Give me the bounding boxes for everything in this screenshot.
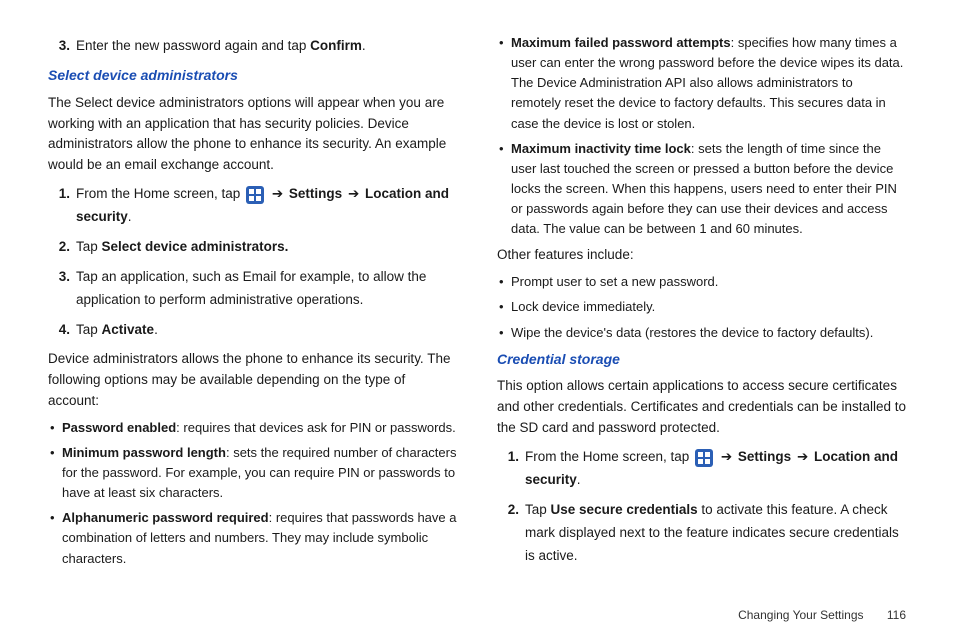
bullet-lock-immediately: Lock device immediately. [511, 297, 906, 317]
step-text: Tap [525, 502, 551, 517]
step-number: 2. [48, 236, 70, 259]
step-list-continued: 3. Enter the new password again and tap … [48, 35, 457, 58]
bullet-max-failed-attempts: Maximum failed password attempts: specif… [511, 33, 906, 134]
step-number: 3. [48, 266, 70, 289]
step-number: 4. [48, 319, 70, 342]
page-number: 116 [887, 608, 906, 622]
section-title: Changing Your Settings [738, 608, 863, 622]
step-number: 2. [497, 499, 519, 522]
heading-credential-storage: Credential storage [497, 349, 906, 371]
bullet-label: Maximum inactivity time lock [511, 141, 691, 156]
step-text-post: . [362, 38, 366, 53]
bold-confirm: Confirm [310, 38, 362, 53]
other-features-label: Other features include: [497, 245, 906, 266]
cred-step-1: 1. From the Home screen, tap ➔ Settings … [525, 446, 906, 492]
bold-activate: Activate [102, 322, 155, 337]
period: . [577, 472, 581, 487]
procedure-steps: 1. From the Home screen, tap ➔ Settings … [48, 183, 457, 342]
bullet-label: Maximum failed password attempts [511, 35, 731, 50]
bold-settings: Settings [289, 186, 342, 201]
step-text: From the Home screen, tap [525, 449, 693, 464]
intro-paragraph: The Select device administrators options… [48, 93, 457, 177]
page-footer: Changing Your Settings 116 [738, 608, 906, 622]
apps-grid-icon [695, 449, 713, 467]
bullet-label: Alphanumeric password required [62, 510, 269, 525]
document-page: 3. Enter the new password again and tap … [0, 0, 954, 585]
credential-paragraph: This option allows certain applications … [497, 376, 906, 439]
heading-select-device-admins: Select device administrators [48, 65, 457, 87]
credential-steps: 1. From the Home screen, tap ➔ Settings … [497, 446, 906, 568]
bullet-label: Password enabled [62, 420, 176, 435]
step-number: 1. [497, 446, 519, 469]
step-text: From the Home screen, tap [76, 186, 244, 201]
cred-step-2: 2. Tap Use secure credentials to activat… [525, 499, 906, 568]
bullet-label: Minimum password length [62, 445, 226, 460]
bold-settings: Settings [738, 449, 791, 464]
step-text: Enter the new password again and tap [76, 38, 310, 53]
step-text: Tap [76, 239, 102, 254]
left-column: 3. Enter the new password again and tap … [48, 28, 457, 575]
bullet-text: : requires that devices ask for PIN or p… [176, 420, 456, 435]
bullet-wipe-data: Wipe the device's data (restores the dev… [511, 323, 906, 343]
step-3: 3. Tap an application, such as Email for… [76, 266, 457, 312]
arrow-icon: ➔ [270, 186, 285, 201]
apps-grid-icon [246, 186, 264, 204]
step-text: Tap an application, such as Email for ex… [76, 269, 426, 307]
step-4: 4. Tap Activate. [76, 319, 457, 342]
bold-select-device-admins: Select device administrators. [102, 239, 289, 254]
options-bullets-continued: Maximum failed password attempts: specif… [497, 33, 906, 239]
arrow-icon: ➔ [719, 449, 734, 464]
bullet-alphanumeric: Alphanumeric password required: requires… [62, 508, 457, 568]
step-3-confirm: 3. Enter the new password again and tap … [76, 35, 457, 58]
bullet-max-inactivity: Maximum inactivity time lock: sets the l… [511, 139, 906, 240]
step-text: Tap [76, 322, 102, 337]
options-bullets: Password enabled: requires that devices … [48, 418, 457, 569]
step-1: 1. From the Home screen, tap ➔ Settings … [76, 183, 457, 229]
period: . [128, 209, 132, 224]
arrow-icon: ➔ [795, 449, 810, 464]
bold-use-secure-credentials: Use secure credentials [551, 502, 698, 517]
step-number: 3. [48, 35, 70, 58]
arrow-icon: ➔ [346, 186, 361, 201]
bullet-min-password-length: Minimum password length: sets the requir… [62, 443, 457, 503]
other-features-bullets: Prompt user to set a new password. Lock … [497, 272, 906, 342]
period: . [154, 322, 158, 337]
right-column: Maximum failed password attempts: specif… [497, 28, 906, 575]
account-options-paragraph: Device administrators allows the phone t… [48, 349, 457, 412]
bullet-prompt-password: Prompt user to set a new password. [511, 272, 906, 292]
bullet-password-enabled: Password enabled: requires that devices … [62, 418, 457, 438]
step-number: 1. [48, 183, 70, 206]
step-2: 2. Tap Select device administrators. [76, 236, 457, 259]
